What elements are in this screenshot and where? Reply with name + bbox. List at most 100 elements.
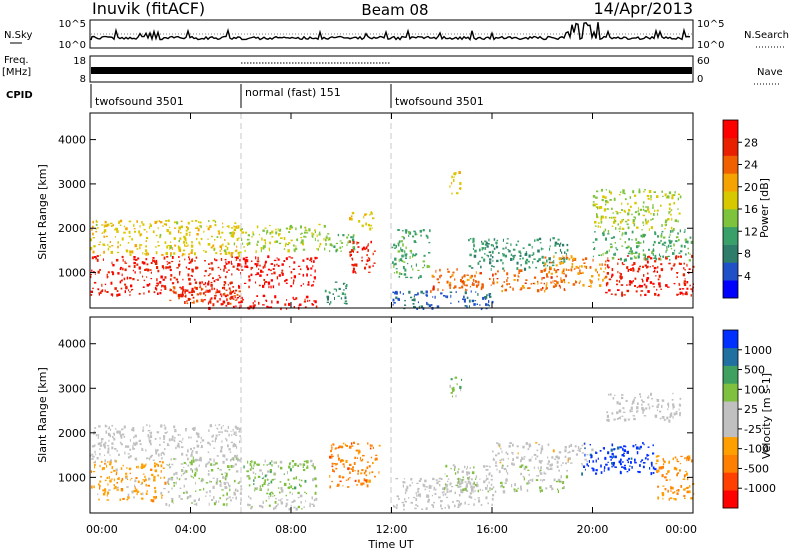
power-echo-point — [686, 287, 689, 290]
power-echo-point — [685, 292, 688, 296]
power-echo-point — [453, 172, 455, 175]
velocity-echo-point — [468, 495, 471, 498]
power-echo-point — [325, 235, 328, 237]
power-echo-point — [525, 251, 528, 254]
velocity-echo-point — [208, 502, 210, 506]
power-echo-point — [400, 240, 403, 242]
velocity-echo-point — [182, 473, 184, 475]
velocity-echo-point — [115, 468, 118, 472]
power-echo-point — [368, 265, 371, 269]
power-echo-point — [641, 234, 644, 238]
velocity-echo-point — [519, 465, 522, 468]
velocity-echo-point — [205, 464, 208, 468]
power-echo-point — [546, 274, 548, 278]
velocity-echo-point — [98, 498, 100, 501]
power-echo-point — [146, 276, 148, 278]
velocity-echo-point — [557, 456, 560, 460]
power-echo-point — [234, 292, 236, 294]
velocity-echo-point — [613, 448, 616, 451]
power-echo-point — [116, 290, 119, 292]
velocity-colorbar-tick-label: 500 — [744, 364, 765, 377]
power-echo-point — [161, 284, 164, 287]
velocity-echo-point — [161, 496, 163, 499]
power-echo-point — [646, 277, 650, 280]
velocity-echo-point — [647, 458, 649, 461]
velocity-echo-point — [154, 486, 156, 490]
power-echo-point — [179, 249, 181, 252]
power-echo-point — [352, 240, 355, 244]
power-echo-point — [433, 287, 435, 291]
velocity-echo-point — [527, 448, 530, 451]
power-echo-point — [400, 273, 403, 275]
velocity-echo-point — [687, 455, 691, 458]
freq-label-1: Freq. — [4, 55, 29, 66]
velocity-echo-point — [642, 465, 645, 469]
power-echo-point — [446, 280, 449, 284]
power-echo-point — [180, 287, 183, 290]
velocity-echo-point — [452, 501, 454, 503]
velocity-colorbar-tick-label: 1000 — [744, 344, 772, 357]
power-echo-point — [670, 267, 673, 271]
power-echo-point — [97, 227, 99, 229]
power-echo-point — [430, 289, 432, 293]
velocity-echo-point — [107, 432, 110, 434]
velocity-echo-point — [108, 426, 110, 430]
velocity-echo-point — [277, 465, 280, 468]
velocity-echo-point — [218, 431, 221, 433]
power-echo-point — [92, 250, 95, 254]
power-echo-point — [361, 224, 364, 228]
velocity-echo-point — [468, 471, 471, 475]
power-echo-point — [642, 249, 645, 252]
power-echo-point — [219, 293, 222, 296]
velocity-echo-point — [529, 479, 531, 481]
power-echo-point — [125, 227, 128, 231]
power-echo-point — [598, 254, 601, 256]
power-echo-point — [548, 271, 550, 274]
power-echo-point — [155, 246, 157, 248]
velocity-echo-point — [523, 456, 526, 458]
power-echo-point — [624, 231, 627, 235]
velocity-echo-point — [200, 480, 203, 483]
velocity-echo-point — [309, 502, 311, 505]
power-echo-point — [318, 223, 321, 226]
velocity-echo-point — [302, 466, 304, 468]
velocity-echo-point — [133, 436, 135, 439]
power-echo-point — [201, 288, 204, 291]
power-echo-point — [413, 240, 416, 243]
power-echo-point — [428, 252, 431, 254]
power-echo-point — [626, 289, 630, 293]
velocity-echo-point — [658, 410, 662, 413]
velocity-echo-point — [145, 492, 148, 496]
velocity-echo-point — [199, 489, 202, 491]
velocity-echo-point — [347, 486, 350, 488]
power-echo-point — [183, 236, 187, 240]
power-echo-point — [92, 220, 94, 224]
power-echo-point — [274, 240, 276, 244]
velocity-echo-point — [196, 468, 198, 472]
power-echo-point — [449, 185, 451, 188]
power-echo-point — [593, 248, 595, 251]
power-echo-point — [528, 260, 530, 263]
power-echo-point — [623, 192, 626, 195]
power-echo-point — [477, 262, 480, 265]
power-echo-point — [605, 260, 607, 263]
velocity-echo-point — [564, 455, 567, 458]
power-echo-point — [154, 261, 158, 265]
velocity-echo-point — [418, 480, 421, 482]
velocity-echo-point — [312, 504, 315, 507]
nsky-label: N.Sky — [4, 30, 32, 41]
power-echo-point — [121, 237, 124, 241]
velocity-echo-point — [214, 439, 216, 443]
velocity-echo-point — [676, 492, 679, 495]
velocity-echo-point — [193, 473, 197, 477]
power-echo-point — [582, 283, 585, 287]
power-echo-point — [215, 259, 218, 262]
velocity-echo-point — [609, 393, 612, 396]
power-echo-point — [300, 232, 303, 235]
velocity-echo-point — [342, 485, 344, 487]
power-echo-point — [518, 250, 521, 254]
velocity-echo-point — [91, 453, 94, 456]
power-echo-point — [155, 259, 158, 263]
power-echo-point — [683, 231, 686, 233]
velocity-echo-point — [171, 487, 173, 490]
